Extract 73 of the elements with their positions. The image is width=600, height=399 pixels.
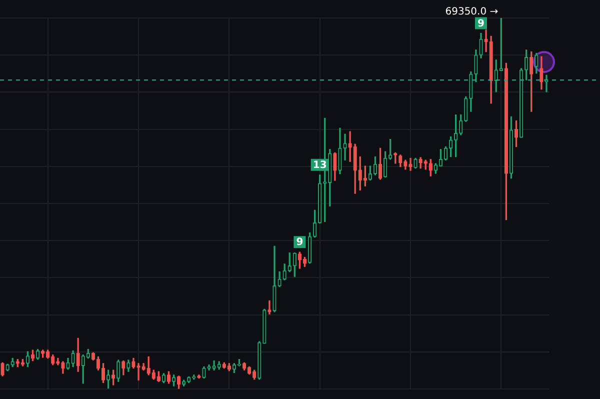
candlestick: [36, 348, 40, 360]
candlestick: [61, 361, 65, 374]
candlestick: [106, 370, 110, 389]
candlestick: [26, 351, 30, 368]
candlestick: [212, 360, 216, 370]
candlestick: [408, 158, 412, 171]
candlestick: [166, 371, 171, 384]
candlestick: [202, 366, 206, 379]
annotation: 9: [296, 237, 304, 248]
candlestick: [499, 18, 503, 72]
candlestick: [479, 32, 483, 58]
candlestick: [111, 370, 116, 386]
candlestick: [46, 350, 50, 359]
candlestick: [484, 30, 488, 52]
candlestick: [519, 68, 524, 138]
candlestick: [132, 358, 136, 369]
candlestick: [509, 116, 514, 179]
candlestick: [252, 370, 256, 380]
candlestick: [353, 144, 357, 194]
candlestick: [66, 358, 70, 370]
candlestick: [338, 128, 342, 174]
candlestick: [126, 360, 130, 372]
candlestick: [142, 363, 146, 370]
candlestick: [6, 364, 10, 372]
candlestick: [217, 361, 221, 370]
candlestick: [176, 376, 181, 389]
candlestick: [282, 264, 286, 280]
candlestick: [272, 246, 276, 312]
candlestick: [16, 358, 20, 368]
candlestick: [268, 300, 272, 314]
candlestick: [222, 362, 226, 369]
candlestick: [414, 158, 418, 169]
candlestick: [116, 360, 120, 382]
candlestick: [404, 160, 408, 170]
candlestick: [227, 363, 231, 372]
candlestick: [504, 62, 508, 220]
candlestick: [530, 51, 534, 112]
candlestick: [207, 364, 211, 370]
candlestick: [278, 271, 282, 287]
candlestick: [56, 358, 60, 366]
candlestick: [288, 252, 292, 272]
candlestick: [348, 131, 352, 162]
candlestick: [71, 350, 75, 368]
candlestick: [524, 50, 528, 80]
candlestick: [469, 71, 473, 112]
candlestick: [424, 160, 428, 170]
candlestick: [474, 50, 478, 82]
candlestick: [172, 374, 176, 386]
candlestick: [136, 363, 140, 380]
candlestick: [343, 134, 347, 160]
candlestick: [398, 154, 402, 168]
candlestick: [308, 232, 312, 264]
text: 69350.0 →: [445, 6, 498, 18]
candlestick: [86, 348, 90, 359]
candlestick: [534, 52, 538, 74]
candlestick: [388, 138, 392, 160]
candlestick: [122, 360, 126, 376]
candlestick: [0, 362, 4, 376]
candlestick: [10, 358, 14, 368]
candlestick: [30, 350, 35, 362]
candlestick: [197, 374, 201, 379]
candlestick: [489, 36, 493, 104]
annotation: 9: [478, 18, 485, 30]
candlestick: [333, 152, 337, 181]
annotation: 13: [312, 160, 327, 172]
candlestick: [187, 376, 191, 384]
candlestick: [454, 114, 458, 158]
candlestick: [418, 157, 422, 169]
candlestick: [514, 120, 518, 148]
candlestick: [262, 308, 266, 344]
candlestick: [81, 354, 85, 384]
candlestick: [464, 96, 468, 122]
candlestick: [162, 373, 166, 384]
